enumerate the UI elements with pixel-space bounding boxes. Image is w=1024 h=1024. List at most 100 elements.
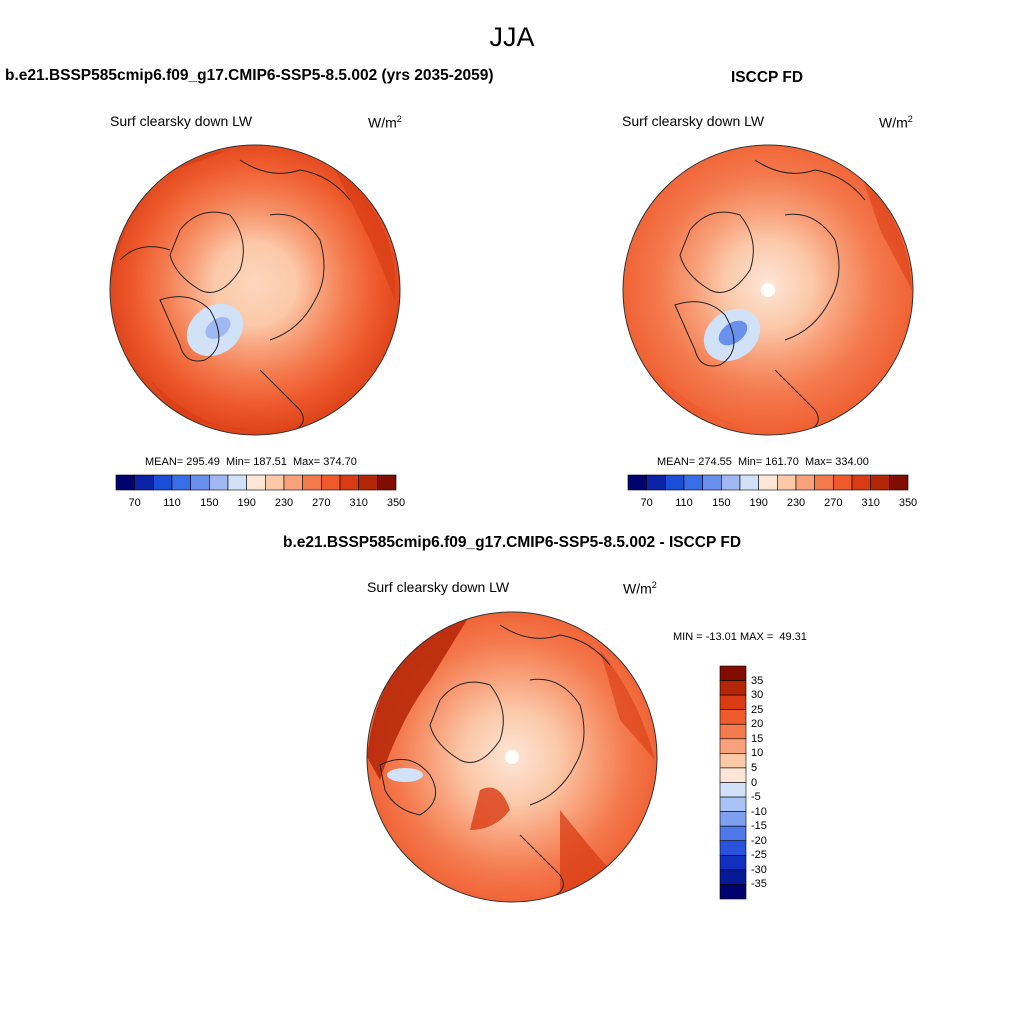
obs-variable-label: Surf clearsky down LW [622,113,765,129]
season-title: JJA [489,22,535,52]
colorbar-swatch [721,474,741,491]
model-stats: MEAN= 295.49 Min= 187.51 Max= 374.70 [145,456,357,468]
colorbar-swatch [719,723,747,740]
colorbar-tick-label: -15 [751,820,767,833]
diff-negative-region [387,768,423,782]
colorbar-swatch [777,474,797,491]
colorbar-swatch [851,474,871,491]
diff-variable-label: Surf clearsky down LW [367,579,510,595]
obs-panel-title: ISCCP FD [731,69,804,86]
colorbar-swatch [814,474,834,491]
colorbar-tick-label: -20 [751,834,767,847]
colorbar-tick-label: 270 [824,497,843,509]
colorbar-tick-label: -30 [751,863,767,876]
diff-panel-title: b.e21.BSSP585cmip6.f09_g17.CMIP6-SSP5-8.… [282,534,742,551]
colorbar-swatch [719,694,747,710]
colorbar-swatch [302,474,322,491]
colorbar-tick-label: 0 [751,776,758,789]
colorbar-tick-label: 70 [128,497,141,509]
obs-stats: MEAN= 274.55 Min= 161.70 Max= 334.00 [657,456,869,468]
colorbar-tick-label: 310 [861,497,880,509]
model-panel-title: b.e21.BSSP585cmip6.f09_g17.CMIP6-SSP5-8.… [5,67,494,84]
colorbar-tick-label: 270 [312,497,331,509]
colorbar-swatch [377,474,397,491]
colorbar-swatch [115,474,135,491]
colorbar-swatch [719,753,747,769]
colorbar-swatch [870,474,890,491]
colorbar-swatch [739,474,759,491]
colorbar-swatch [283,474,303,491]
colorbar-swatch [719,869,747,885]
colorbar-tick-label: -35 [751,878,767,891]
colorbar-swatch [719,782,747,798]
colorbar-tick-label: 310 [349,497,368,509]
colorbar-tick-label: 20 [751,718,764,731]
colorbar-tick-label: 230 [786,497,806,509]
pole-hole [761,283,775,297]
colorbar-tick-label: 190 [749,497,768,509]
colorbar-swatch [719,738,747,754]
colorbar-swatch [321,474,341,491]
diff-polar-map [366,611,658,903]
obs-colorbar [627,474,909,491]
colorbar-tick-label: 150 [200,497,219,509]
colorbar-swatch [719,811,747,827]
colorbar-swatch [190,474,210,491]
colorbar-swatch [358,474,378,491]
colorbar-tick-label: 190 [237,497,256,509]
model-polar-map [109,144,401,436]
colorbar-swatch [153,474,173,491]
colorbar-swatch [209,474,229,491]
colorbar-swatch [719,796,747,812]
colorbar-tick-label: 30 [751,689,764,702]
colorbar-tick-label: 110 [163,497,181,509]
colorbar-tick-label: 25 [751,703,764,716]
diff-units-label: W/m2 [623,580,657,597]
colorbar-swatch [134,474,154,491]
colorbar-swatch [758,474,778,491]
colorbar-swatch [889,474,909,491]
colorbar-tick-label: 35 [751,674,764,687]
model-colorbar [115,474,397,491]
colorbar-swatch [719,825,747,842]
model-units-label: W/m2 [368,114,402,131]
colorbar-tick-label: 230 [274,497,294,509]
colorbar-tick-label: 10 [751,747,764,760]
colorbar-swatch [171,474,191,491]
obs-units-label: W/m2 [879,114,913,131]
colorbar-swatch [265,474,285,491]
diff-stats: MIN = -13.01 MAX = 49.31 [673,631,807,643]
colorbar-swatch [227,474,247,491]
colorbar-tick-label: -25 [751,849,767,862]
colorbar-tick-label: -10 [751,805,767,818]
colorbar-swatch [719,709,747,725]
colorbar-swatch [719,767,747,783]
colorbar-swatch [833,474,853,491]
colorbar-swatch [665,474,685,491]
colorbar-tick-label: 150 [712,497,731,509]
colorbar-swatch [702,474,722,491]
diff-colorbar [719,665,747,900]
colorbar-tick-label: 5 [751,761,758,774]
colorbar-tick-label: 350 [386,497,406,509]
obs-polar-map [622,144,914,436]
pole-hole [505,750,519,764]
colorbar-swatch [627,474,647,491]
colorbar-swatch [719,855,747,871]
model-variable-label: Surf clearsky down LW [110,113,253,129]
colorbar-tick-label: 15 [751,732,764,745]
colorbar-swatch [719,884,747,900]
colorbar-tick-label: 350 [898,497,918,509]
colorbar-swatch [719,680,747,696]
colorbar-tick-label: 110 [675,497,693,509]
colorbar-swatch [339,474,359,491]
colorbar-swatch [795,474,815,491]
colorbar-tick-label: 70 [640,497,653,509]
colorbar-tick-label: -5 [751,791,761,804]
colorbar-swatch [719,840,747,856]
colorbar-swatch [719,665,747,681]
colorbar-swatch [683,474,703,491]
colorbar-swatch [246,474,266,491]
colorbar-swatch [646,474,666,491]
